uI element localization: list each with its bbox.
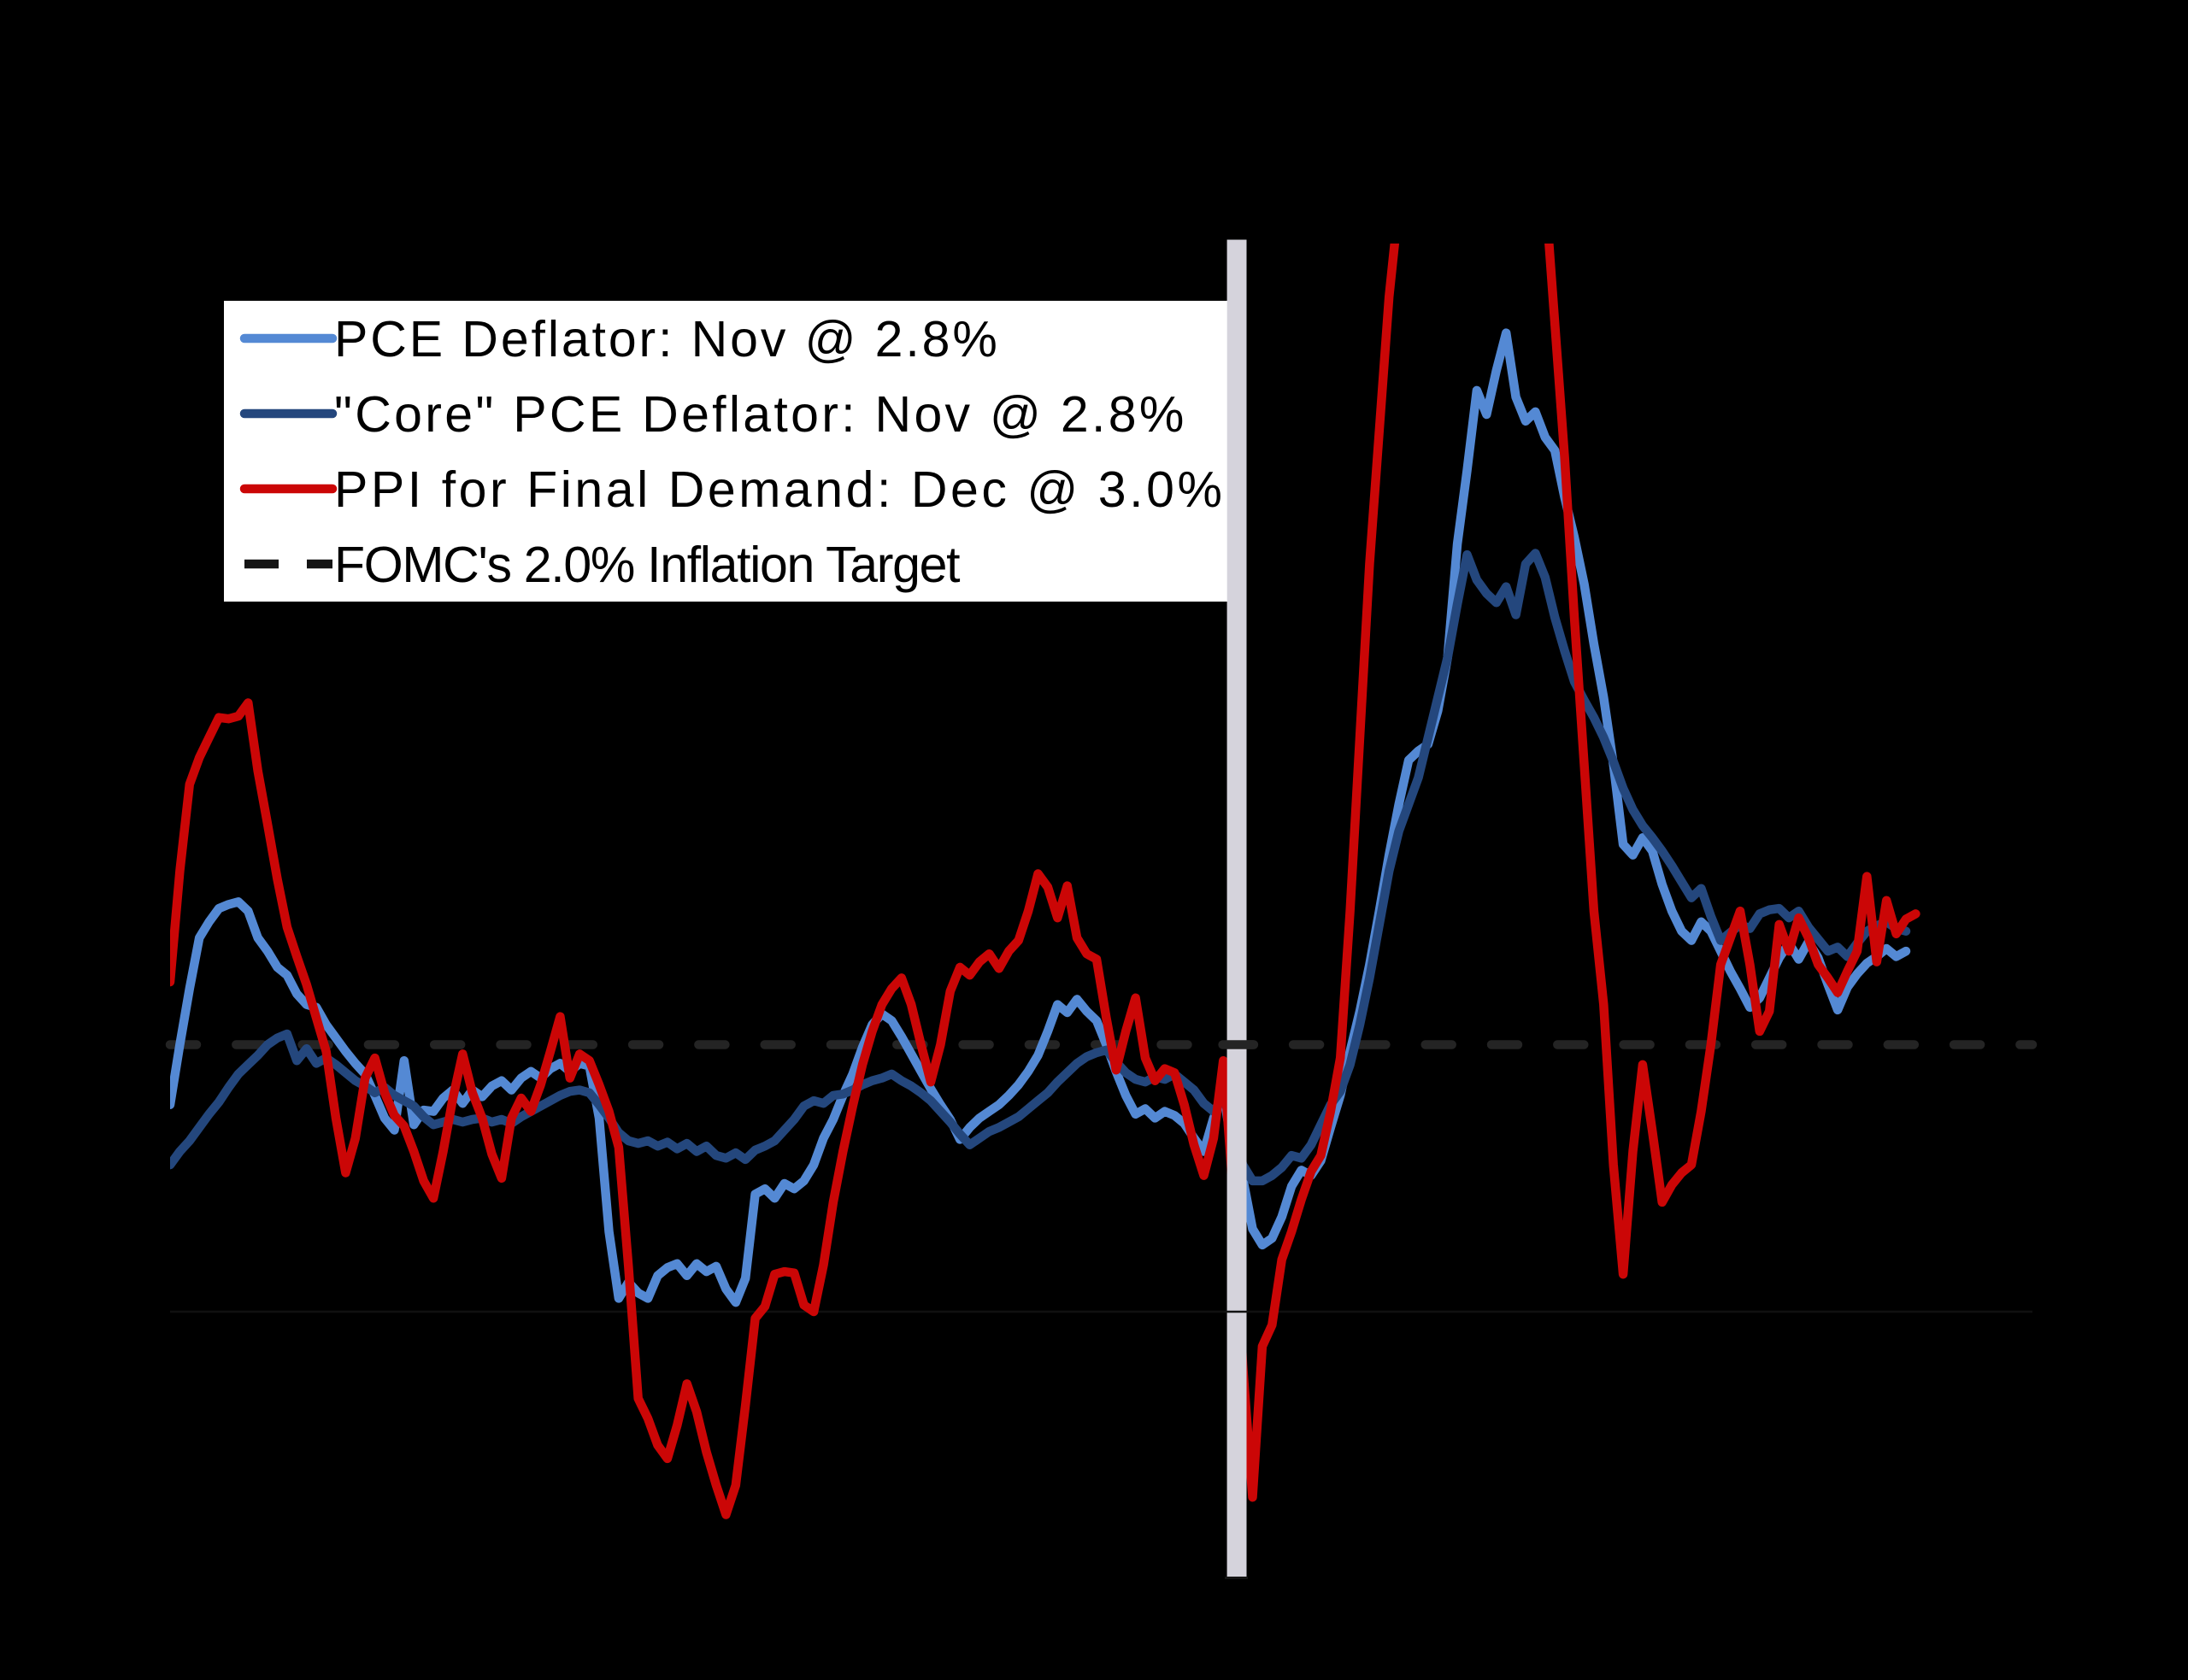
svg-text:4%: 4%: [75, 750, 148, 807]
svg-text:PCE Deflator: Nov @ 2.8%: PCE Deflator: Nov @ 2.8%: [334, 311, 1000, 367]
svg-text:Year-over-Year Percent Change: Year-over-Year Percent Change: [582, 132, 1356, 193]
svg-text:-2%: -2%: [58, 1551, 148, 1607]
svg-text:2025: 2025: [1752, 1600, 1864, 1656]
svg-text:PCE Deflator, Core PCE Deflato: PCE Deflator, Core PCE Deflator & PPI: [425, 51, 1514, 120]
svg-text:FOMC's 2.0% Inflation Target: FOMC's 2.0% Inflation Target: [334, 537, 960, 593]
svg-text:2013: 2013: [348, 1600, 460, 1656]
svg-text:-2%: -2%: [2055, 1551, 2144, 1607]
svg-text:"Core" PCE Deflator: Nov @ 2.8: "Core" PCE Deflator: Nov @ 2.8%: [334, 386, 1187, 443]
svg-text:2015: 2015: [582, 1600, 694, 1656]
svg-text:2011: 2011: [116, 1600, 225, 1656]
svg-text:2%: 2%: [75, 1018, 148, 1074]
svg-text:2%: 2%: [2055, 1018, 2127, 1074]
svg-text:6%: 6%: [75, 483, 148, 539]
svg-text:4%: 4%: [2055, 750, 2127, 807]
svg-text:8%: 8%: [75, 216, 148, 273]
svg-text:0%: 0%: [2055, 1284, 2127, 1341]
svg-text:2017: 2017: [816, 1600, 928, 1656]
svg-text:2019: 2019: [1050, 1600, 1162, 1656]
svg-text:8%: 8%: [2055, 216, 2127, 273]
svg-text:PPI for Final Demand: Dec @ 3.: PPI for Final Demand: Dec @ 3.0%: [334, 461, 1225, 518]
svg-text:6%: 6%: [2055, 483, 2127, 539]
svg-text:0%: 0%: [75, 1284, 148, 1341]
svg-text:2023: 2023: [1518, 1600, 1630, 1656]
svg-text:2021: 2021: [1284, 1600, 1396, 1656]
